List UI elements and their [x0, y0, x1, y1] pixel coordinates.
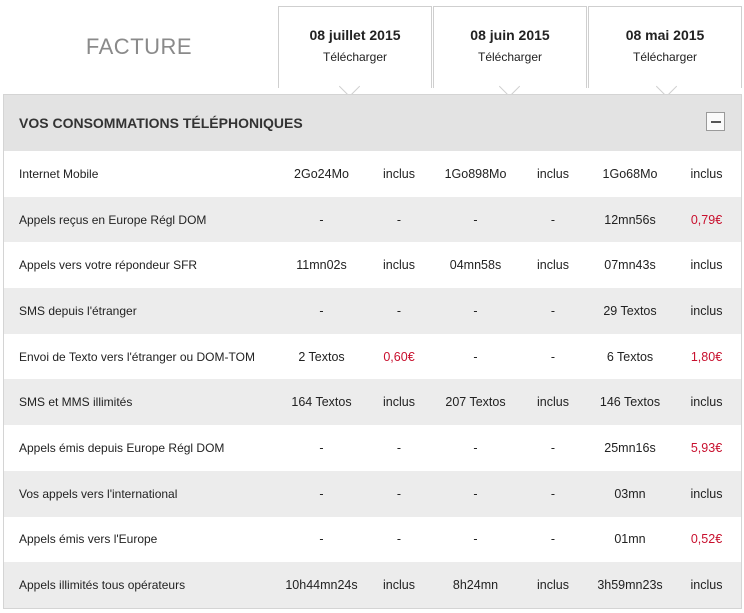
usage-value: 2 Textos — [278, 333, 365, 380]
bill-header: FACTURE 08 juillet 2015 Télécharger 08 j… — [0, 0, 744, 98]
row-label: Vos appels vers l'international — [4, 470, 278, 517]
consumption-section: VOS CONSOMMATIONS TÉLÉPHONIQUES Internet… — [3, 94, 742, 609]
bill-column-3[interactable]: 08 mai 2015 Télécharger — [588, 6, 742, 98]
usage-cost: - — [518, 333, 588, 380]
usage-value: - — [433, 425, 518, 471]
usage-cost: 0,60€ — [365, 333, 433, 380]
row-label: Appels reçus en Europe Régl DOM — [4, 196, 278, 243]
download-link[interactable]: Télécharger — [632, 50, 698, 64]
usage-cost: inclus — [672, 288, 741, 334]
table-row: Appels émis depuis Europe Régl DOM - - - -25… — [4, 425, 741, 471]
usage-cost: 0,79€ — [672, 196, 741, 243]
usage-value: 8h24mn — [433, 562, 518, 608]
consumption-table: Internet Mobile 2Go24Mo inclus 1Go898Mo incl… — [4, 151, 741, 608]
usage-value: - — [433, 333, 518, 380]
row-label: Envoi de Texto vers l'étranger ou DOM-TO… — [4, 333, 278, 380]
usage-value: 1Go898Mo — [433, 151, 518, 197]
bill-date: 08 mai 2015 — [625, 27, 705, 43]
usage-cost: - — [518, 288, 588, 334]
usage-cost: 1,80€ — [672, 333, 741, 380]
usage-cost: - — [365, 470, 433, 517]
usage-cost: inclus — [672, 242, 741, 289]
usage-value: - — [278, 196, 365, 243]
usage-value: - — [433, 516, 518, 563]
table-row: Appels illimités tous opérateurs 10h44mn2… — [4, 562, 741, 608]
usage-value: 164 Textos — [278, 379, 365, 426]
usage-value: - — [278, 516, 365, 563]
usage-cost: - — [365, 425, 433, 471]
usage-value: 25mn16s — [588, 425, 672, 471]
usage-cost: - — [518, 425, 588, 471]
table-row: Appels reçus en Europe Régl DOM - - - -12mn5… — [4, 196, 741, 243]
collapse-button[interactable] — [706, 112, 725, 131]
row-label: SMS et MMS illimités — [4, 379, 278, 426]
usage-cost: 5,93€ — [672, 425, 741, 471]
usage-cost: - — [518, 196, 588, 243]
usage-cost: - — [365, 288, 433, 334]
table-row: Vos appels vers l'international - - - -03mn i… — [4, 470, 741, 517]
usage-cost: inclus — [518, 151, 588, 197]
usage-cost: 0,52€ — [672, 516, 741, 563]
usage-cost: inclus — [672, 151, 741, 197]
usage-value: - — [278, 288, 365, 334]
usage-value: 29 Textos — [588, 288, 672, 334]
bill-date: 08 juin 2015 — [470, 27, 550, 43]
usage-value: - — [433, 470, 518, 517]
usage-value: 6 Textos — [588, 333, 672, 380]
usage-value: 146 Textos — [588, 379, 672, 426]
usage-value: 12mn56s — [588, 196, 672, 243]
usage-value: 10h44mn24s — [278, 562, 365, 608]
usage-cost: inclus — [672, 379, 741, 426]
table-row: Internet Mobile 2Go24Mo inclus 1Go898Mo incl… — [4, 151, 741, 197]
facture-title: FACTURE — [85, 34, 193, 59]
usage-cost: - — [518, 470, 588, 517]
usage-value: 1Go68Mo — [588, 151, 672, 197]
download-link[interactable]: Télécharger — [477, 50, 543, 64]
usage-value: 07mn43s — [588, 242, 672, 289]
usage-cost: inclus — [365, 151, 433, 197]
usage-value: 11mn02s — [278, 242, 365, 289]
row-label: Appels émis vers l'Europe — [4, 516, 278, 563]
table-row: SMS depuis l'étranger - - - -29 Textos inclus — [4, 288, 741, 334]
row-label: Appels vers votre répondeur SFR — [4, 242, 278, 289]
usage-cost: - — [365, 196, 433, 243]
table-row: Envoi de Texto vers l'étranger ou DOM-TO… — [4, 333, 741, 380]
usage-cost: inclus — [672, 562, 741, 608]
section-title: VOS CONSOMMATIONS TÉLÉPHONIQUES — [19, 115, 303, 131]
section-header: VOS CONSOMMATIONS TÉLÉPHONIQUES — [4, 95, 741, 151]
row-label: Internet Mobile — [4, 151, 278, 197]
table-row: SMS et MMS illimités 164 Textos inclus 207 … — [4, 379, 741, 426]
usage-cost: - — [518, 516, 588, 563]
usage-value: - — [433, 196, 518, 243]
usage-value: 04mn58s — [433, 242, 518, 289]
row-label: SMS depuis l'étranger — [4, 288, 278, 334]
usage-value: 03mn — [588, 470, 672, 517]
usage-value: - — [278, 425, 365, 471]
usage-value: - — [433, 288, 518, 334]
row-label: Appels illimités tous opérateurs — [4, 562, 278, 608]
usage-cost: inclus — [365, 562, 433, 608]
table-row: Appels vers votre répondeur SFR 11mn02s in… — [4, 242, 741, 289]
bill-column-2[interactable]: 08 juin 2015 Télécharger — [433, 6, 587, 98]
bill-column-1[interactable]: 08 juillet 2015 Télécharger — [278, 6, 432, 98]
usage-cost: - — [365, 516, 433, 563]
row-label: Appels émis depuis Europe Régl DOM — [4, 425, 278, 471]
usage-value: 207 Textos — [433, 379, 518, 426]
usage-value: 01mn — [588, 516, 672, 563]
table-row: Appels émis vers l'Europe - - - -01mn 0,52€ — [4, 516, 741, 563]
usage-cost: inclus — [672, 470, 741, 517]
usage-cost: inclus — [518, 242, 588, 289]
minus-icon — [710, 120, 721, 123]
usage-value: 2Go24Mo — [278, 151, 365, 197]
download-link[interactable]: Télécharger — [322, 50, 388, 64]
usage-cost: inclus — [518, 562, 588, 608]
bill-date: 08 juillet 2015 — [309, 27, 401, 43]
usage-value: 3h59mn23s — [588, 562, 672, 608]
usage-cost: inclus — [365, 242, 433, 289]
usage-value: - — [278, 470, 365, 517]
usage-cost: inclus — [365, 379, 433, 426]
usage-cost: inclus — [518, 379, 588, 426]
